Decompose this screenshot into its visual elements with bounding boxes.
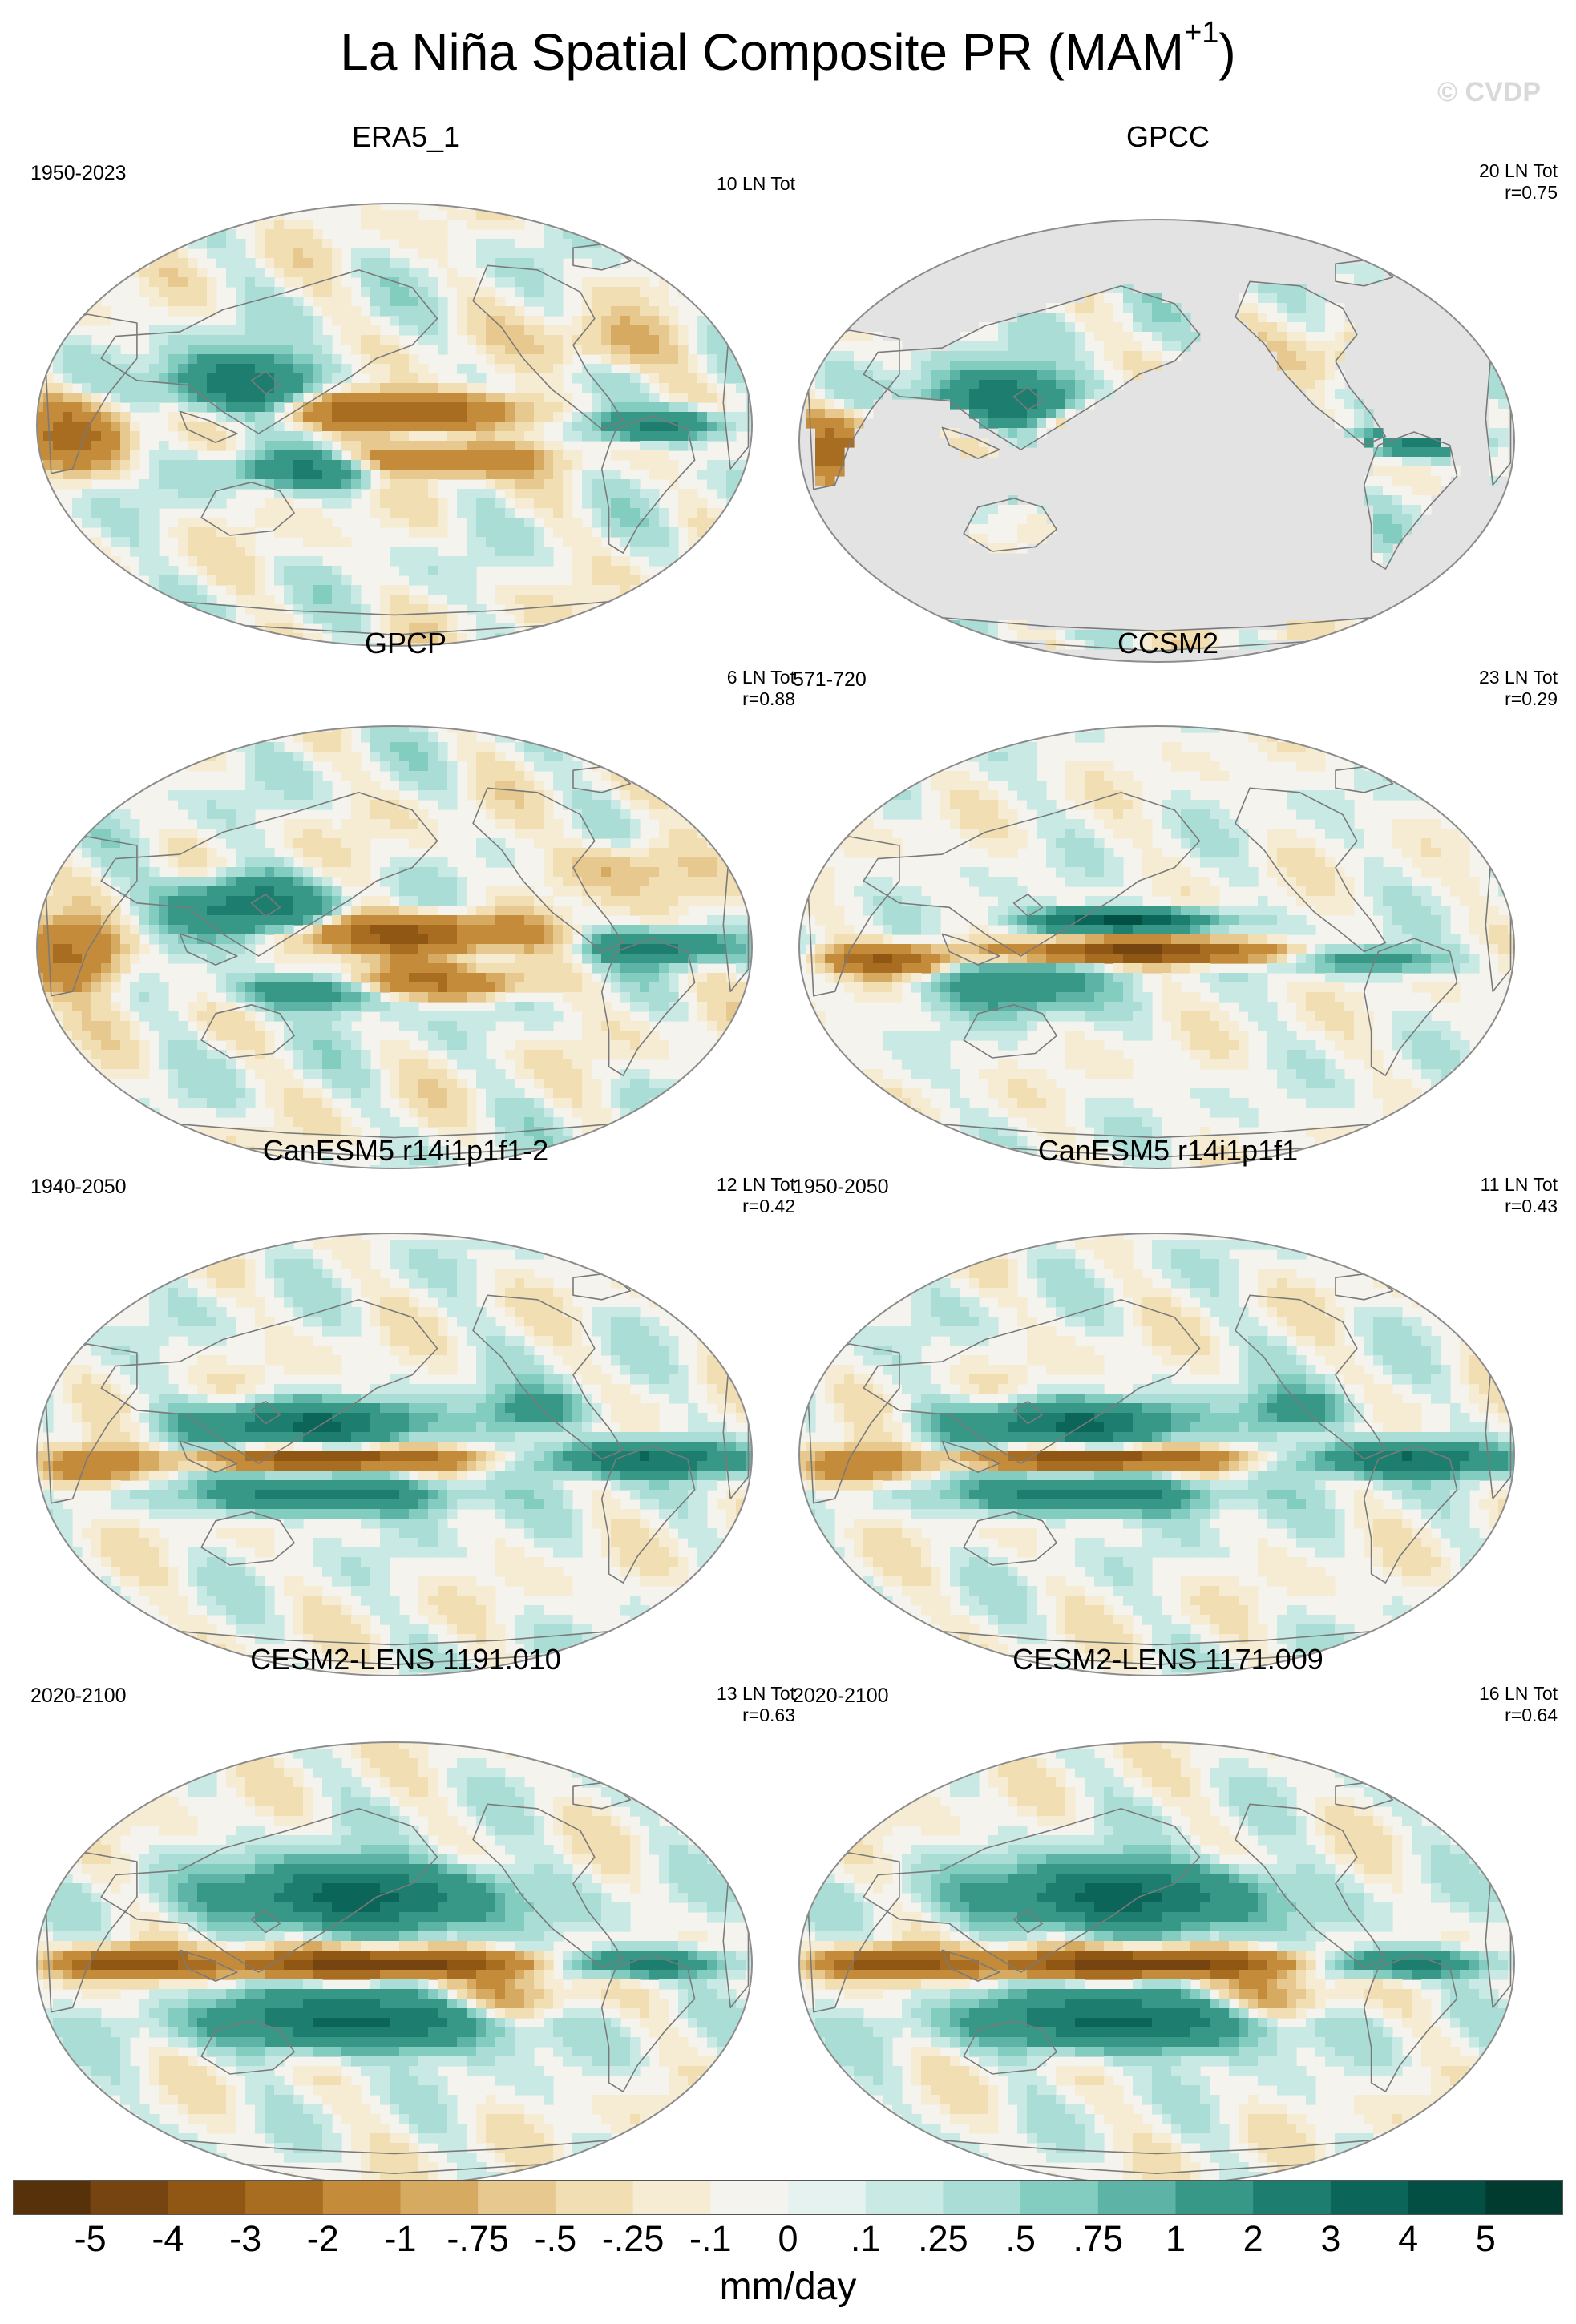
colorbar-swatch <box>13 2180 91 2215</box>
colorbar-tick-label: -.25 <box>601 2218 665 2259</box>
colorbar <box>13 2180 1563 2215</box>
colorbar-tick-label: .1 <box>850 2218 881 2259</box>
colorbar-swatch <box>788 2180 867 2215</box>
colorbar-tick-label: -4 <box>152 2218 184 2259</box>
panel-title: CESM2-LENS 1191.010 <box>250 1643 561 1676</box>
map-heatmap <box>798 1233 1515 1676</box>
map-panel: GPCP 6 LN Tot r=0.88 <box>13 627 798 1169</box>
colorbar-swatch <box>1020 2180 1099 2215</box>
colorbar-swatch <box>710 2180 789 2215</box>
ln-event-count: 16 LN Tot <box>1478 1683 1558 1704</box>
ln-event-count: 20 LN Tot <box>1478 160 1558 181</box>
colorbar-swatch <box>1253 2180 1332 2215</box>
panel-title: CanESM5 r14i1p1f1 <box>1037 1134 1299 1167</box>
map-heatmap <box>36 1741 753 2185</box>
colorbar-swatch <box>322 2180 401 2215</box>
colorbar-tick-label: 5 <box>1475 2218 1496 2259</box>
ln-event-count: 10 LN Tot <box>716 173 795 194</box>
panel-period: 1940-2050 <box>30 1176 127 1198</box>
colorbar-tick-label: 0 <box>778 2218 798 2259</box>
colorbar-swatch <box>168 2180 246 2215</box>
colorbar-tick-label: 1 <box>1165 2218 1186 2259</box>
colorbar-tick-label: 2 <box>1243 2218 1263 2259</box>
panel-period: 1950-2023 <box>30 162 127 184</box>
map-heatmap <box>36 1233 753 1676</box>
map-panel: CCSM2 571-720 23 LN Tot r=0.29 <box>775 627 1561 1169</box>
panel-stats: 6 LN Tot r=0.88 <box>727 667 795 710</box>
ln-event-count: 6 LN Tot <box>726 667 795 688</box>
panel-stats: 16 LN Tot r=0.64 <box>1479 1683 1558 1726</box>
colorbar-tick-label: -1 <box>384 2218 417 2259</box>
colorbar-swatch <box>1408 2180 1486 2215</box>
map-panel: CanESM5 r14i1p1f1-2 1940-2050 12 LN Tot r=0… <box>13 1134 798 1676</box>
map-heatmap <box>798 1741 1515 2185</box>
map-heatmap <box>798 725 1515 1169</box>
colorbar-tick-label: -2 <box>306 2218 339 2259</box>
colorbar-tick-label: -.5 <box>534 2218 577 2259</box>
colorbar-swatch <box>865 2180 944 2215</box>
panel-period: 571-720 <box>793 668 867 691</box>
colorbar-swatch <box>400 2180 479 2215</box>
panel-stats: 11 LN Tot r=0.43 <box>1481 1174 1558 1217</box>
map-panel: CESM2-LENS 1171.009 2020-2100 16 LN Tot r=0… <box>775 1643 1561 2185</box>
colorbar-tick-label: 4 <box>1398 2218 1419 2259</box>
pattern-correlation: r=0.63 <box>742 1705 795 1725</box>
panel-stats: 23 LN Tot r=0.29 <box>1479 667 1558 710</box>
ln-event-count: 23 LN Tot <box>1478 667 1558 688</box>
panel-title: GPCP <box>364 627 447 660</box>
map-heatmap <box>36 725 753 1169</box>
colorbar-swatch <box>245 2180 324 2215</box>
colorbar-tick-label: 3 <box>1320 2218 1341 2259</box>
pattern-correlation: r=0.64 <box>1505 1705 1558 1725</box>
pattern-correlation: r=0.29 <box>1505 688 1558 709</box>
colorbar-swatch <box>1175 2180 1254 2215</box>
colorbar-swatch <box>90 2180 168 2215</box>
colorbar-swatch <box>555 2180 634 2215</box>
colorbar-swatch <box>632 2180 711 2215</box>
panel-period: 2020-2100 <box>793 1684 889 1707</box>
panel-title: CESM2-LENS 1171.009 <box>1012 1643 1323 1676</box>
colorbar-tick-label: -3 <box>229 2218 262 2259</box>
panel-stats: 20 LN Tot r=0.75 <box>1479 160 1558 204</box>
colorbar-tick-label: -.1 <box>689 2218 732 2259</box>
panel-title: CCSM2 <box>1117 627 1219 660</box>
map-panel: CanESM5 r14i1p1f1 1950-2050 11 LN Tot r=0.4… <box>775 1134 1561 1676</box>
panel-title: CanESM5 r14i1p1f1-2 <box>262 1134 549 1167</box>
colorbar-swatch <box>1330 2180 1409 2215</box>
colorbar-units: mm/day <box>719 2265 857 2308</box>
colorbar-tick-label: .5 <box>1005 2218 1036 2259</box>
panel-title: GPCC <box>1125 120 1210 153</box>
colorbar-tick-label: -.75 <box>447 2218 509 2259</box>
colorbar-swatch <box>1485 2180 1563 2215</box>
panel-period: 1950-2050 <box>793 1176 889 1198</box>
map-heatmap <box>798 219 1515 663</box>
pattern-correlation: r=0.75 <box>1505 182 1558 203</box>
colorbar-tick-label: .75 <box>1073 2218 1124 2259</box>
pattern-correlation: r=0.42 <box>742 1196 795 1216</box>
ln-event-count: 13 LN Tot <box>716 1683 795 1704</box>
panel-title: ERA5_1 <box>351 120 460 153</box>
map-panel: CESM2-LENS 1191.010 2020-2100 13 LN Tot r=0… <box>13 1643 798 2185</box>
colorbar-swatch <box>1097 2180 1176 2215</box>
colorbar-swatch <box>943 2180 1021 2215</box>
page-title: La Niña Spatial Composite PR (MAM+1) <box>340 16 1236 81</box>
pattern-correlation: r=0.43 <box>1505 1196 1558 1216</box>
colorbar-tick-labels: -5 -4 -3 -2 -1 -.75 -.5 -.25 -.1 0 .1 .25 .5 .75 1 2 3 4 5 <box>0 2218 1576 2266</box>
colorbar-tick-label: .25 <box>918 2218 968 2259</box>
colorbar-tick-label: -5 <box>74 2218 107 2259</box>
pattern-correlation: r=0.88 <box>742 688 795 709</box>
map-panel: GPCC 20 LN Tot r=0.75 <box>775 120 1561 663</box>
panel-stats: 12 LN Tot r=0.42 <box>717 1174 795 1217</box>
map-heatmap <box>36 203 753 647</box>
ln-event-count: 12 LN Tot <box>716 1174 795 1195</box>
panel-stats: 10 LN Tot <box>717 173 795 195</box>
watermark: © CVDP <box>1437 77 1541 107</box>
ln-event-count: 11 LN Tot <box>1480 1174 1558 1195</box>
colorbar-swatch <box>478 2180 556 2215</box>
panel-period: 2020-2100 <box>30 1684 127 1707</box>
panel-stats: 13 LN Tot r=0.63 <box>717 1683 795 1726</box>
map-panel: ERA5_1 1950-2023 10 LN Tot <box>13 120 798 647</box>
